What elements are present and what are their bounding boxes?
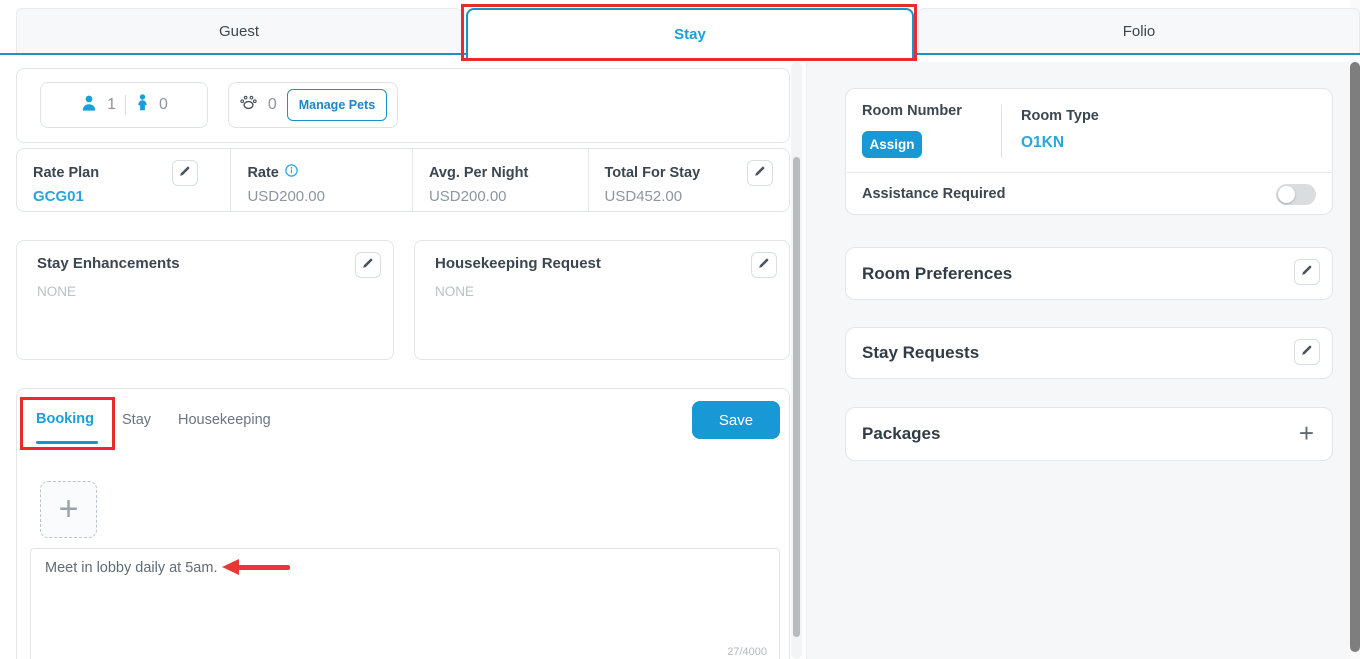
notes-tab-stay[interactable]: Stay <box>122 412 152 428</box>
manage-pets-button[interactable]: Manage Pets <box>286 89 388 121</box>
pencil-icon <box>758 256 770 274</box>
rate-column: Rate USD200.00 <box>230 149 412 211</box>
notes-tab-booking[interactable]: Booking <box>36 411 94 427</box>
packages-card: Packages + <box>845 407 1333 461</box>
stay-requests-card: Stay Requests <box>845 327 1333 379</box>
room-preferences-title: Room Preferences <box>862 264 1013 283</box>
housekeeping-request-card: Housekeeping Request NONE <box>414 240 790 360</box>
rate-plan-column: Rate Plan GCG01 <box>17 149 230 211</box>
room-card: Room Number Assign Room Type O1KN Assist… <box>845 88 1333 215</box>
pets-box: 0 Manage Pets <box>228 82 398 128</box>
rate-label: Rate <box>247 165 279 181</box>
pet-count: 0 <box>267 96 277 113</box>
save-button[interactable]: Save <box>692 401 780 439</box>
divider <box>125 95 126 115</box>
room-type-label: Room Type <box>1021 108 1099 124</box>
rate-summary-card: Rate Plan GCG01 Rate USD200.00 Avg. Per … <box>16 148 790 212</box>
adult-count: 1 <box>107 96 116 113</box>
edit-total-button[interactable] <box>747 160 773 186</box>
tab-folio[interactable]: Folio <box>918 8 1360 53</box>
child-count: 0 <box>159 96 168 113</box>
edit-stay-requests-button[interactable] <box>1294 339 1320 365</box>
edit-rate-plan-button[interactable] <box>172 160 199 186</box>
rate-plan-value[interactable]: GCG01 <box>33 188 84 205</box>
room-preferences-card: Room Preferences <box>845 247 1333 300</box>
total-for-stay-column: Total For Stay USD452.00 <box>587 149 789 211</box>
tab-stay-label: Stay <box>674 25 706 43</box>
pencil-icon <box>1301 263 1313 281</box>
room-type-value[interactable]: O1KN <box>1021 134 1065 151</box>
pencil-icon <box>362 256 374 274</box>
avg-per-night-value: USD200.00 <box>428 188 507 205</box>
note-char-count: 27/4000 <box>727 646 767 658</box>
stay-enhancements-card: Stay Enhancements NONE <box>16 240 394 360</box>
divider <box>847 172 1333 173</box>
annotation-arrow-tail <box>238 565 290 570</box>
total-for-stay-label: Total For Stay <box>604 165 701 181</box>
child-icon <box>135 94 150 116</box>
housekeeping-request-value: NONE <box>435 284 475 299</box>
adult-icon <box>80 94 98 117</box>
edit-housekeeping-request-button[interactable] <box>751 252 777 278</box>
packages-title: Packages <box>862 424 941 443</box>
guest-count-box[interactable]: 1 0 <box>40 82 208 128</box>
divider <box>1001 105 1002 158</box>
assign-room-button[interactable]: Assign <box>862 131 922 158</box>
note-text: Meet in lobby daily at 5am. <box>45 560 218 576</box>
info-icon[interactable] <box>285 164 298 182</box>
housekeeping-request-title: Housekeeping Request <box>435 255 601 272</box>
toggle-knob <box>1278 186 1295 203</box>
notes-tab-booking-underline <box>36 441 98 444</box>
avg-per-night-column: Avg. Per Night USD200.00 <box>411 149 588 211</box>
window-scrollbar-thumb[interactable] <box>1350 62 1360 652</box>
assistance-required-toggle[interactable] <box>1276 184 1316 205</box>
rate-plan-label: Rate Plan <box>33 165 100 181</box>
stay-requests-title: Stay Requests <box>862 343 980 362</box>
stay-enhancements-value: NONE <box>37 284 77 299</box>
note-textarea[interactable]: Meet in lobby daily at 5am. 27/4000 <box>30 548 780 659</box>
tab-guest-label: Guest <box>218 22 260 40</box>
edit-stay-enhancements-button[interactable] <box>355 252 381 278</box>
add-package-button[interactable]: + <box>1299 418 1314 449</box>
total-for-stay-value: USD452.00 <box>604 188 683 205</box>
tab-stay[interactable]: Stay <box>466 8 914 58</box>
left-scrollbar-thumb[interactable] <box>793 157 800 637</box>
assistance-required-label: Assistance Required <box>862 186 1006 202</box>
pencil-icon <box>179 164 191 182</box>
pencil-icon <box>1301 343 1313 361</box>
stay-enhancements-title: Stay Enhancements <box>37 255 180 272</box>
plus-icon: + <box>58 490 79 528</box>
add-note-button[interactable]: + <box>40 481 97 538</box>
plus-icon: + <box>1298 418 1314 448</box>
annotation-arrow-head <box>222 559 239 575</box>
edit-room-preferences-button[interactable] <box>1294 259 1320 285</box>
pencil-icon <box>754 164 766 182</box>
room-number-label: Room Number <box>862 103 962 119</box>
avg-per-night-label: Avg. Per Night <box>428 165 529 181</box>
paw-icon <box>239 94 258 116</box>
tab-folio-label: Folio <box>1122 22 1156 40</box>
notes-tab-housekeeping[interactable]: Housekeeping <box>178 412 271 428</box>
rate-value: USD200.00 <box>247 188 325 205</box>
tab-guest[interactable]: Guest <box>16 8 462 53</box>
